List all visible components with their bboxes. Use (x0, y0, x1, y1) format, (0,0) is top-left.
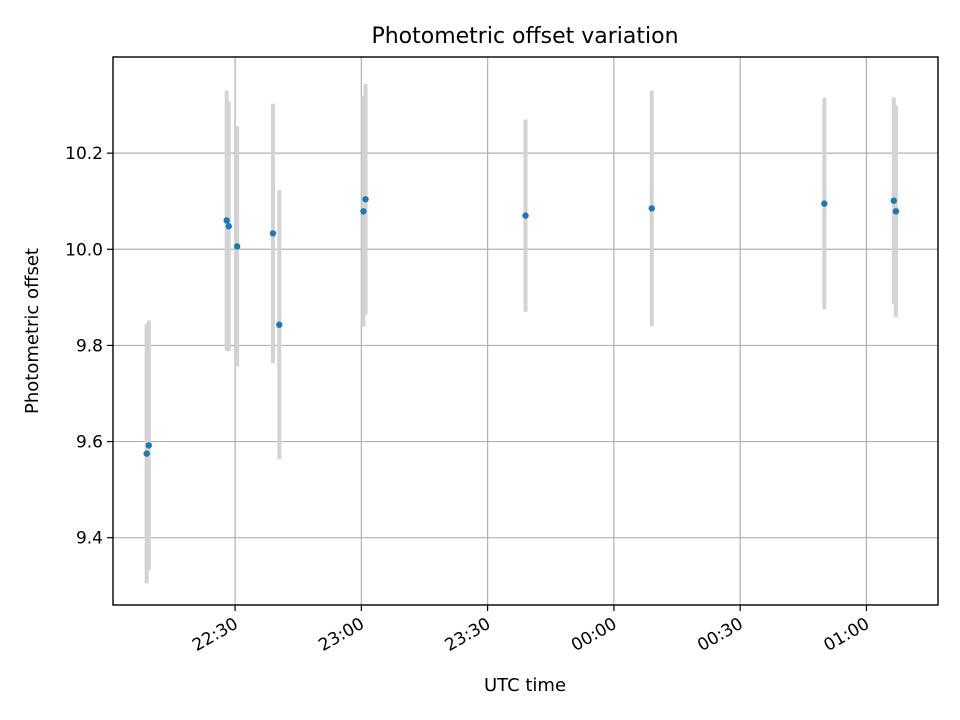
x-tick-label: 01:00 (821, 614, 873, 656)
plot-frame (112, 56, 939, 606)
x-ticks: 22:30 23:00 23:30 00:00 00:30 01:00 (189, 605, 873, 656)
point-layer (143, 196, 900, 457)
x-tick-label: 23:30 (442, 614, 494, 656)
data-point (360, 208, 367, 215)
grid-layer (113, 57, 938, 605)
y-tick-label: 9.4 (76, 529, 103, 549)
y-tick-label: 10.2 (65, 144, 103, 164)
data-point (276, 321, 283, 328)
y-tick-label: 10.0 (65, 240, 103, 260)
x-tick-label: 22:30 (189, 614, 241, 656)
data-point (522, 212, 529, 219)
x-tick-label: 00:00 (568, 614, 620, 656)
x-tick-label: 23:00 (315, 614, 367, 656)
x-axis-label: UTC time (484, 675, 566, 696)
data-point (648, 205, 655, 212)
data-point (143, 450, 150, 457)
y-tick-label: 9.6 (76, 433, 103, 453)
data-point (892, 208, 900, 215)
data-point (233, 243, 241, 250)
y-axis-label: Photometric offset (22, 248, 43, 414)
x-tick-label: 00:30 (694, 614, 746, 656)
chart-title: Photometric offset variation (371, 24, 678, 49)
data-point (269, 230, 277, 237)
data-point (225, 223, 232, 230)
data-point (821, 200, 828, 207)
data-point (145, 442, 152, 449)
y-ticks: 9.4 9.6 9.8 10.0 10.2 (65, 144, 113, 549)
errorbar-layer (144, 83, 898, 584)
data-point (890, 197, 898, 204)
data-point (362, 196, 369, 203)
y-tick-label: 9.8 (76, 336, 103, 356)
data-point (223, 217, 230, 224)
